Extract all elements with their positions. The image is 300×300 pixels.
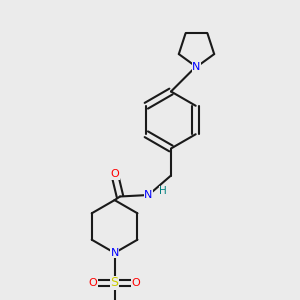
Text: O: O — [110, 169, 119, 179]
Text: S: S — [111, 276, 119, 290]
Text: H: H — [159, 186, 167, 197]
Text: N: N — [110, 248, 119, 258]
Text: N: N — [192, 62, 201, 72]
Text: O: O — [132, 278, 141, 288]
Text: N: N — [144, 190, 153, 200]
Text: O: O — [88, 278, 98, 288]
